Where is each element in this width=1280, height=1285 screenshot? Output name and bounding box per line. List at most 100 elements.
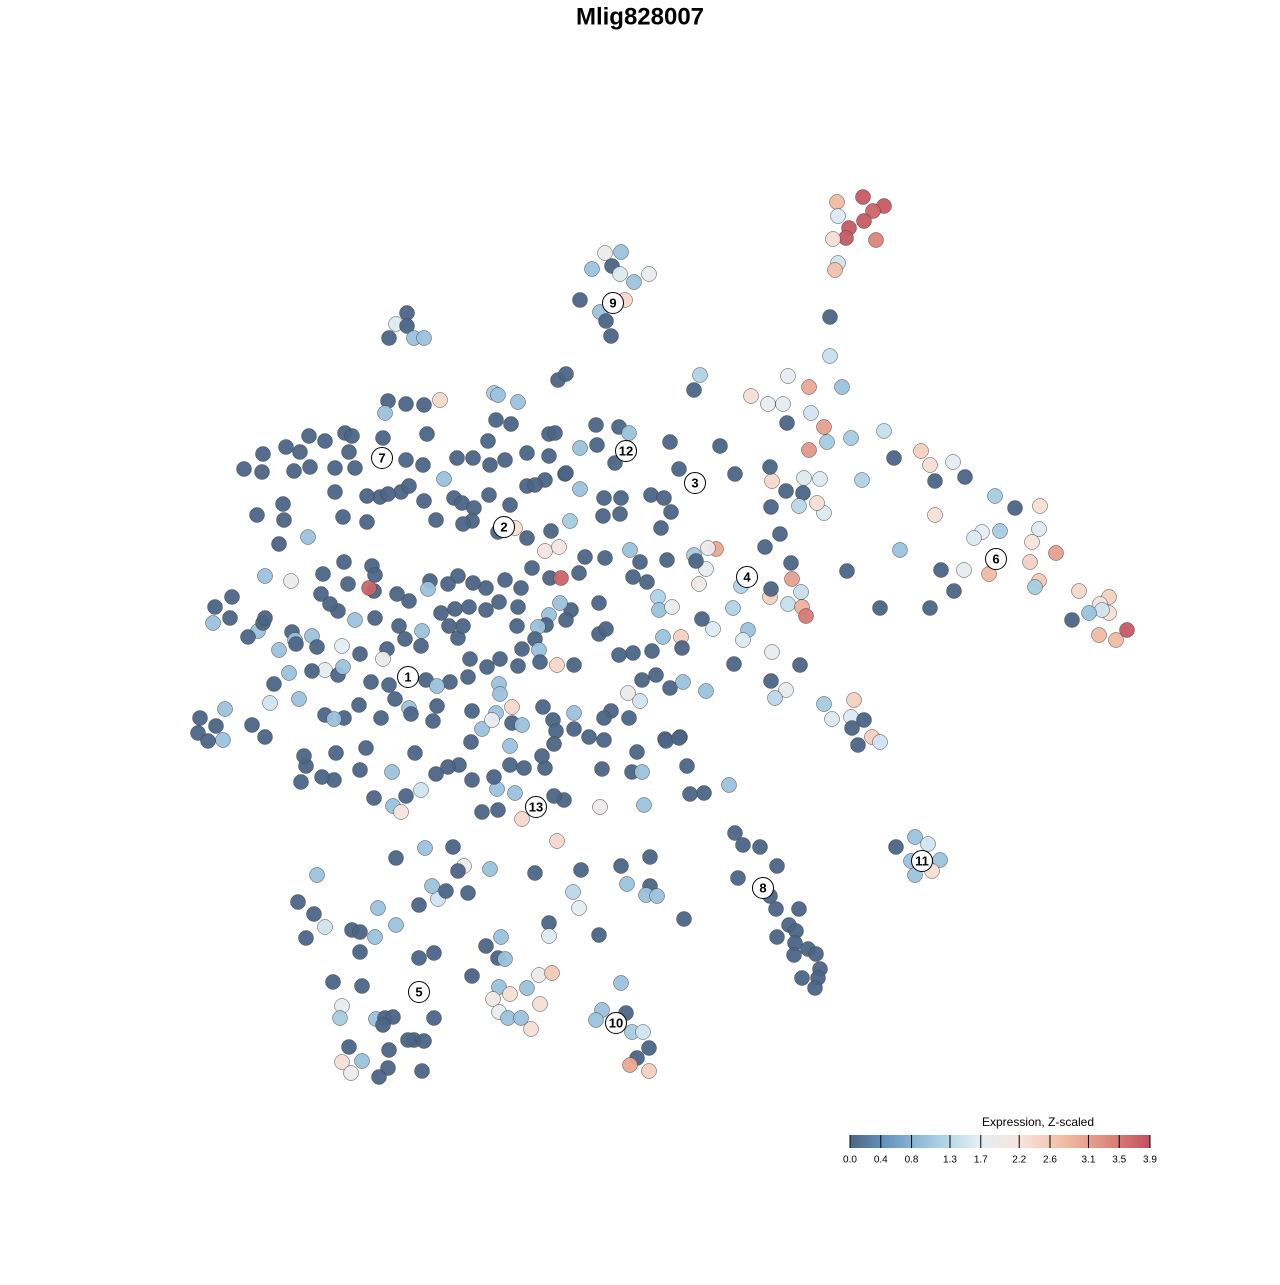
point xyxy=(438,883,454,899)
point xyxy=(662,680,678,696)
point xyxy=(416,493,432,509)
colorbar-segment xyxy=(1055,1135,1058,1148)
point xyxy=(359,514,375,530)
point xyxy=(332,1010,348,1026)
colorbar-segment xyxy=(1042,1135,1046,1148)
point xyxy=(503,416,519,432)
point xyxy=(414,623,430,639)
point xyxy=(565,884,581,900)
point xyxy=(888,839,904,855)
point xyxy=(584,261,600,277)
colorbar-segment xyxy=(997,1135,1001,1148)
point xyxy=(872,600,888,616)
colorbar-segment xyxy=(935,1135,938,1148)
point xyxy=(361,580,377,596)
point xyxy=(513,1010,529,1026)
colorbar-segment xyxy=(1102,1135,1106,1148)
point xyxy=(783,555,799,571)
colorbar-tick-label: 0.4 xyxy=(874,1155,888,1166)
colorbar-segment xyxy=(1110,1135,1113,1148)
point xyxy=(217,701,233,717)
point xyxy=(763,673,779,689)
colorbar-segment xyxy=(1092,1135,1096,1148)
point xyxy=(1048,545,1064,561)
point xyxy=(933,562,949,578)
cluster-label: 7 xyxy=(378,450,385,465)
point xyxy=(581,729,597,745)
colorbar-segment xyxy=(912,1135,916,1148)
point xyxy=(373,710,389,726)
point xyxy=(460,669,476,685)
point xyxy=(834,379,850,395)
point xyxy=(537,543,553,559)
point xyxy=(927,507,943,523)
point xyxy=(551,539,567,555)
point xyxy=(222,610,238,626)
point xyxy=(598,313,614,329)
point xyxy=(803,405,819,421)
point xyxy=(611,647,627,663)
colorbar-segment xyxy=(970,1135,973,1148)
point xyxy=(987,488,1003,504)
colorbar-segment xyxy=(1005,1135,1008,1148)
point xyxy=(778,682,794,698)
colorbar-tick-label: 1.3 xyxy=(943,1155,957,1166)
point xyxy=(413,638,429,654)
point xyxy=(700,540,716,556)
colorbar-segment xyxy=(980,1135,983,1148)
colorbar-segment xyxy=(887,1135,891,1148)
cluster-badge xyxy=(493,516,515,538)
point xyxy=(375,1017,391,1033)
point xyxy=(658,733,674,749)
colorbar-segment xyxy=(922,1135,926,1148)
point xyxy=(544,965,560,981)
cluster-badge xyxy=(525,796,547,818)
cluster-badge xyxy=(615,440,637,462)
point xyxy=(613,858,629,874)
point xyxy=(597,245,613,261)
point xyxy=(455,516,471,532)
colorbar-segment xyxy=(990,1135,993,1148)
colorbar-segment xyxy=(1022,1135,1026,1148)
colorbar-segment xyxy=(1142,1135,1146,1148)
point xyxy=(317,662,333,678)
colorbar-segment xyxy=(1132,1135,1136,1148)
colorbar-segment xyxy=(1040,1135,1043,1148)
point xyxy=(946,583,962,599)
point xyxy=(763,581,779,597)
point xyxy=(794,970,810,986)
point xyxy=(643,487,659,503)
point xyxy=(288,636,304,652)
colorbar-segment xyxy=(882,1135,886,1148)
point xyxy=(780,368,796,384)
point xyxy=(671,461,687,477)
point xyxy=(920,836,936,852)
point xyxy=(856,213,872,229)
point xyxy=(450,863,466,879)
point xyxy=(752,839,768,855)
colorbar-segment xyxy=(960,1135,963,1148)
point xyxy=(546,788,562,804)
cluster-label: 11 xyxy=(915,853,929,868)
point xyxy=(334,638,350,654)
point xyxy=(543,523,559,539)
point xyxy=(824,711,840,727)
point xyxy=(192,710,208,726)
point xyxy=(344,428,360,444)
point xyxy=(488,412,504,428)
colorbar-segment xyxy=(1002,1135,1006,1148)
colorbar-segment xyxy=(1115,1135,1118,1148)
colorbar-segment xyxy=(947,1135,951,1148)
point xyxy=(552,595,568,611)
point xyxy=(426,945,442,961)
point xyxy=(249,507,265,523)
point xyxy=(763,499,779,515)
colorbar-segment xyxy=(1007,1135,1011,1148)
cluster-label: 9 xyxy=(609,295,616,310)
colorbar-segment xyxy=(942,1135,946,1148)
point xyxy=(622,1057,638,1073)
point xyxy=(354,1053,370,1069)
point xyxy=(393,804,409,820)
point xyxy=(793,584,809,600)
